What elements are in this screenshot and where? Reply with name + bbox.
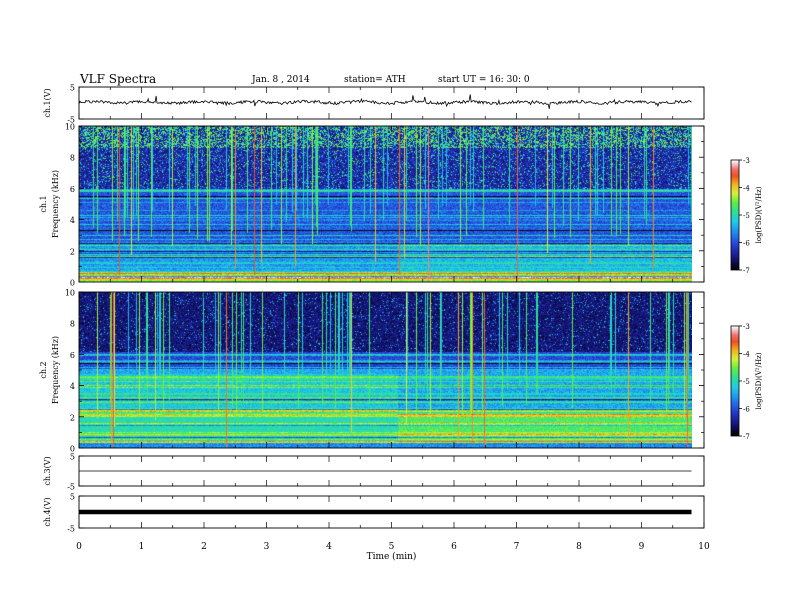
ch2-spec-ytick-label: 8 xyxy=(70,320,75,329)
ch3-wave-ylabel: ch.3(V) xyxy=(43,456,52,485)
ch1-spec-ytick-label: 6 xyxy=(70,185,75,194)
xtick-label: 1 xyxy=(139,542,145,552)
ch2-spec-ytick-label: 10 xyxy=(65,289,75,298)
xtick-label: 8 xyxy=(576,542,582,552)
ch2-spec-ytick-label: 2 xyxy=(70,413,75,422)
ch2-spec-ytick-label: 6 xyxy=(70,351,75,360)
xtick-label: 9 xyxy=(639,542,645,552)
ch1-spec-ytick-label: 10 xyxy=(65,123,75,132)
xtick-label: 2 xyxy=(201,542,207,552)
xtick-label: 7 xyxy=(514,542,520,552)
ch2-spec-colorbar xyxy=(731,326,739,436)
ch2-spec-colorbar-label: log(PSD)(V²/Hz) xyxy=(755,352,763,409)
ch1-spec-ytick-label: 0 xyxy=(70,279,75,288)
ch2-spec-ytick-label: 0 xyxy=(70,445,75,454)
ch1-wave-ytick-label: 5 xyxy=(70,84,75,93)
ch1-wave-ylabel: ch.1(V) xyxy=(43,88,52,117)
station-label: station= ATH xyxy=(344,75,406,85)
xtick-label: 3 xyxy=(264,542,270,552)
ch1-spec-heatmap xyxy=(79,126,692,282)
ch1-waveform-line xyxy=(78,94,692,109)
start-time-label: start UT = 16: 30: 0 xyxy=(438,75,530,85)
xtick-label: 5 xyxy=(389,542,395,552)
xtick-label: 0 xyxy=(76,542,82,552)
ch2-spec-ylabel-channel: ch.2 xyxy=(39,361,48,378)
ch1-spec-colorbar-label: log(PSD)(V²/Hz) xyxy=(755,186,763,243)
ch1-spec-colorbar-tick-label: -3 xyxy=(743,157,750,165)
ch2-spec-heatmap xyxy=(79,292,692,448)
ch1-spec-ylabel: Frequency (kHz) xyxy=(51,170,60,238)
xtick-label: 10 xyxy=(698,542,710,552)
ch1-spec-colorbar-tick-label: -7 xyxy=(743,267,750,275)
chart-title: VLF Spectra xyxy=(80,72,157,86)
ch2-spec-ylabel: Frequency (kHz) xyxy=(51,336,60,404)
ch1-wave-ytick-label: -5 xyxy=(67,116,75,125)
ch4-wave-ytick-label: -5 xyxy=(67,525,75,534)
ch1-spec-colorbar xyxy=(731,160,739,270)
ch2-spec-colorbar-tick-label: -3 xyxy=(743,323,750,331)
ch2-spec-colorbar-tick-label: -4 xyxy=(743,351,750,359)
ch4-wave-ylabel: ch.4(V) xyxy=(43,497,52,526)
ch4-wave-ytick-label: 5 xyxy=(70,493,75,502)
ch1-spec-ytick-label: 8 xyxy=(70,154,75,163)
ch1-spec-colorbar-tick-label: -6 xyxy=(743,240,750,248)
ch2-spec-colorbar-tick-label: -5 xyxy=(743,378,750,386)
xtick-label: 6 xyxy=(451,542,457,552)
ch2-spec-colorbar-tick-label: -6 xyxy=(743,406,750,414)
x-axis-label: Time (min) xyxy=(367,551,417,562)
ch2-spec-colorbar-tick-label: -7 xyxy=(743,433,750,441)
xtick-label: 4 xyxy=(326,542,332,552)
ch1-spec-colorbar-tick-label: -5 xyxy=(743,212,750,220)
ch1-spec-ytick-label: 2 xyxy=(70,247,75,256)
ch3-wave-ytick-label: -5 xyxy=(67,483,75,492)
ch2-spec-ytick-label: 4 xyxy=(70,382,75,391)
ch1-spec-ytick-label: 4 xyxy=(70,216,75,225)
ch1-spec-ylabel-channel: ch.1 xyxy=(39,195,48,212)
ch3-wave-ytick-label: 5 xyxy=(70,453,75,462)
ch1-spec-colorbar-tick-label: -4 xyxy=(743,185,750,193)
date-label: Jan. 8 , 2014 xyxy=(252,75,310,85)
